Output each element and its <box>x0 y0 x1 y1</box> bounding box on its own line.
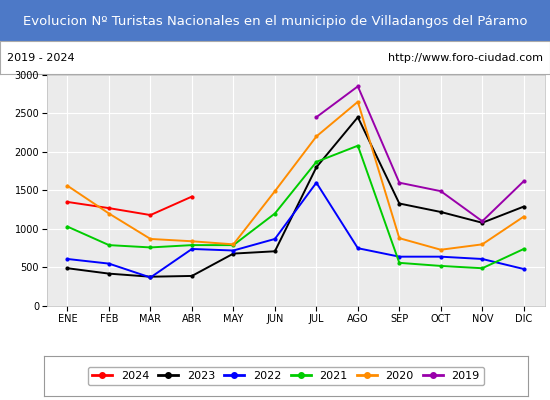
Text: http://www.foro-ciudad.com: http://www.foro-ciudad.com <box>388 53 543 63</box>
Text: 2019 - 2024: 2019 - 2024 <box>7 53 74 63</box>
Legend: 2024, 2023, 2022, 2021, 2020, 2019: 2024, 2023, 2022, 2021, 2020, 2019 <box>88 366 484 386</box>
Text: Evolucion Nº Turistas Nacionales en el municipio de Villadangos del Páramo: Evolucion Nº Turistas Nacionales en el m… <box>23 14 527 28</box>
